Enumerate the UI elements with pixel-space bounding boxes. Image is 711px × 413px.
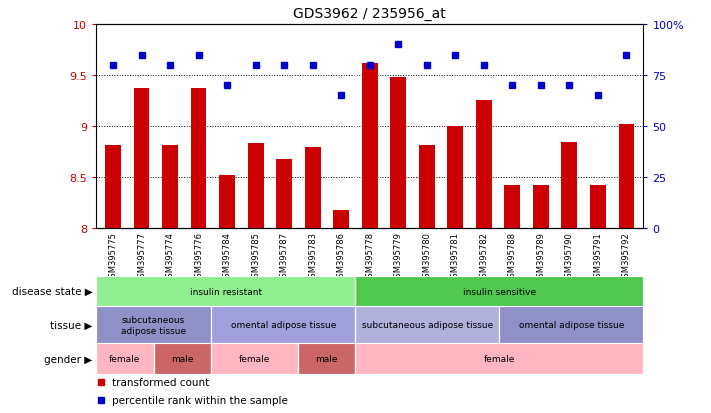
Bar xyxy=(96,344,154,374)
Text: gender ▶: gender ▶ xyxy=(44,354,92,364)
Bar xyxy=(96,276,356,306)
Bar xyxy=(277,159,292,229)
Bar xyxy=(248,144,264,229)
Text: omental adipose tissue: omental adipose tissue xyxy=(519,320,624,330)
Bar xyxy=(134,89,149,229)
Bar xyxy=(211,344,298,374)
Bar xyxy=(305,147,321,229)
Bar xyxy=(162,145,178,229)
Bar xyxy=(211,306,356,344)
Text: insulin resistant: insulin resistant xyxy=(190,287,262,296)
Text: disease state ▶: disease state ▶ xyxy=(11,286,92,297)
Bar xyxy=(447,127,463,229)
Text: tissue ▶: tissue ▶ xyxy=(50,320,92,330)
Bar xyxy=(362,64,378,229)
Text: transformed count: transformed count xyxy=(112,377,210,387)
Bar xyxy=(298,344,356,374)
Text: percentile rank within the sample: percentile rank within the sample xyxy=(112,395,288,405)
Text: insulin sensitive: insulin sensitive xyxy=(463,287,536,296)
Bar xyxy=(154,344,211,374)
Text: omental adipose tissue: omental adipose tissue xyxy=(230,320,336,330)
Bar xyxy=(219,176,235,229)
Bar xyxy=(562,143,577,229)
Bar xyxy=(96,306,211,344)
Text: male: male xyxy=(171,354,193,363)
Text: subcutaneous
adipose tissue: subcutaneous adipose tissue xyxy=(121,316,186,335)
Bar xyxy=(356,344,643,374)
Bar xyxy=(504,186,520,229)
Bar xyxy=(333,211,349,229)
Bar xyxy=(390,78,406,229)
Text: female: female xyxy=(483,354,515,363)
Bar xyxy=(356,306,499,344)
Bar xyxy=(191,89,206,229)
Bar xyxy=(476,100,491,229)
Bar xyxy=(419,145,434,229)
Text: subcutaneous adipose tissue: subcutaneous adipose tissue xyxy=(362,320,493,330)
Bar xyxy=(356,276,643,306)
Bar xyxy=(533,186,549,229)
Text: female: female xyxy=(239,354,270,363)
Bar xyxy=(619,125,634,229)
Bar xyxy=(499,306,643,344)
Bar xyxy=(105,145,121,229)
Text: male: male xyxy=(315,354,338,363)
Text: female: female xyxy=(109,354,141,363)
Title: GDS3962 / 235956_at: GDS3962 / 235956_at xyxy=(294,7,446,21)
Bar xyxy=(590,186,606,229)
